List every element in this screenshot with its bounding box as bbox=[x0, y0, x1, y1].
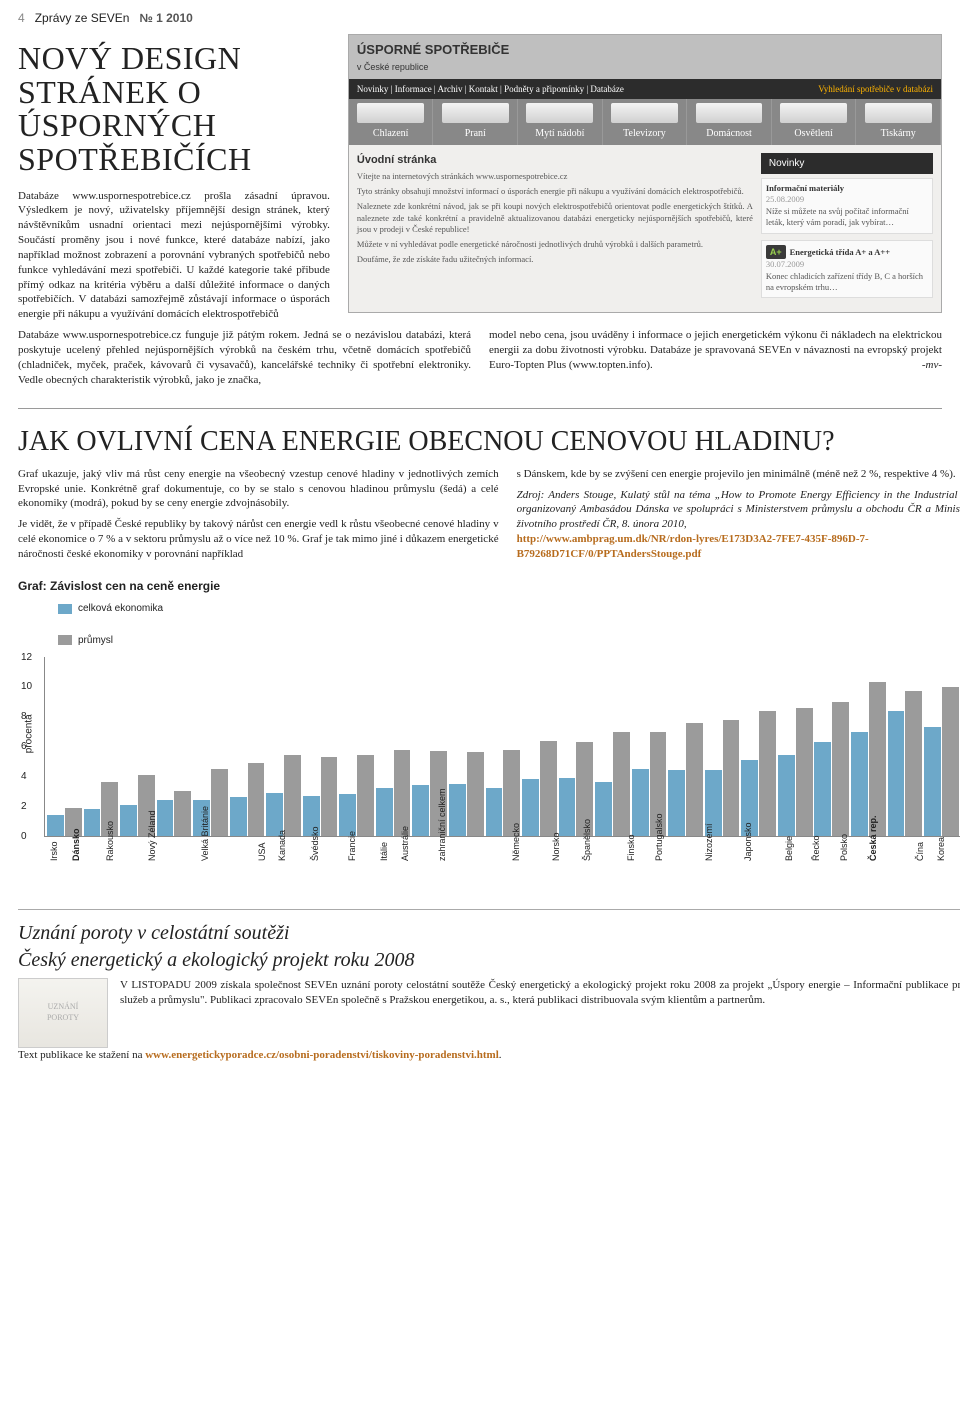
chart-bar-pair bbox=[522, 657, 557, 836]
chart-ytick: 4 bbox=[21, 770, 27, 784]
bar-chart: celková ekonomikaprůmysl procenta 024681… bbox=[18, 602, 960, 895]
chart-bar-pair bbox=[741, 657, 776, 836]
chart-legend: celková ekonomika průmysl bbox=[58, 602, 960, 647]
chart-bar-pair bbox=[851, 657, 886, 836]
chart-ytick: 12 bbox=[21, 650, 32, 664]
chart-bar-pair bbox=[595, 657, 630, 836]
chart-bar-industry bbox=[394, 750, 411, 837]
chart-bar-industry bbox=[796, 708, 813, 836]
chart-bar-pair bbox=[157, 657, 192, 836]
award-title: Uznání poroty v celostátní soutěži Český… bbox=[18, 920, 960, 974]
screenshot-page-title: Úvodní stránka bbox=[357, 153, 753, 168]
screenshot-tab: Chlazení bbox=[349, 99, 434, 145]
chart-xlabel: zahraniční celkem bbox=[432, 788, 490, 861]
chart-bar-pair bbox=[376, 657, 411, 836]
chart-bar-pair bbox=[303, 657, 338, 836]
chart-bar-industry bbox=[540, 741, 557, 836]
chart-bar-industry bbox=[357, 755, 374, 836]
article2-source: Zdroj: Anders Stouge, Kulatý stůl na tém… bbox=[517, 488, 960, 562]
legend-item: průmysl bbox=[58, 634, 960, 648]
page-number: 4 bbox=[18, 10, 25, 26]
chart-ytick: 6 bbox=[21, 740, 27, 754]
chart-bar-industry bbox=[869, 682, 886, 836]
award-image: UZNÁNÍPOROTY bbox=[18, 978, 108, 1048]
article1-sig: -mv- bbox=[922, 358, 942, 373]
screenshot-news-item: Informační materiály25.08.2009Níže si mů… bbox=[761, 178, 933, 234]
chart-bar-industry bbox=[942, 687, 959, 836]
screenshot-tab: Praní bbox=[433, 99, 518, 145]
screenshot-tab: Osvětlení bbox=[772, 99, 857, 145]
screenshot-text: Tyto stránky obsahují množství informací… bbox=[357, 186, 753, 197]
chart-bar-economy bbox=[924, 727, 941, 836]
award-body: V LISTOPADU 2009 získala společnost SEVE… bbox=[120, 978, 960, 1042]
screenshot-tab: Mytí nádobí bbox=[518, 99, 603, 145]
chart-bar-industry bbox=[832, 702, 849, 836]
chart-ytick: 10 bbox=[21, 680, 32, 694]
legend-item: celková ekonomika bbox=[58, 602, 960, 616]
chart-bar-economy bbox=[376, 788, 393, 836]
article2-title: JAK OVLIVNÍ CENA ENERGIE OBECNOU CENOVOU… bbox=[18, 427, 960, 457]
chart-bar-pair bbox=[84, 657, 119, 836]
article2-para: Graf ukazuje, jaký vliv má růst ceny ene… bbox=[18, 467, 499, 512]
screenshot-nav-search: Vyhledání spotřebiče v databázi bbox=[818, 83, 933, 95]
screenshot-text: Můžete v ní vyhledávat podle energetické… bbox=[357, 239, 753, 250]
chart-bar-pair bbox=[814, 657, 849, 836]
article2-source-text: Zdroj: Anders Stouge, Kulatý stůl na tém… bbox=[517, 489, 960, 531]
chart-xlabel: Velká Británie bbox=[195, 806, 253, 861]
article1-title: NOVÝ DESIGN STRÁNEK O ÚSPORNÝCH SPOTŘEBI… bbox=[18, 42, 330, 176]
article2-para: s Dánskem, kde by se zvýšení cen energie… bbox=[517, 467, 960, 482]
chart-bar-industry bbox=[905, 691, 922, 836]
chart-bar-pair bbox=[924, 657, 959, 836]
chart-bar-pair bbox=[559, 657, 594, 836]
screenshot-brand-title: ÚSPORNÉ SPOTŘEBIČE bbox=[357, 41, 509, 59]
screenshot-text: Naleznete zde konkrétní návod, jak se př… bbox=[357, 201, 753, 234]
screenshot-tab: Domácnost bbox=[687, 99, 772, 145]
chart-xlabel: Korea bbox=[931, 837, 960, 861]
chart-title: Graf: Závislost cen na ceně energie bbox=[18, 578, 960, 594]
article2-para: Je vidět, že v případě České republiky b… bbox=[18, 517, 499, 562]
screenshot-brand-sub: v České republice bbox=[357, 61, 509, 73]
screenshot-text: Vítejte na internetových stránkách www.u… bbox=[357, 171, 753, 182]
chart-bar-industry bbox=[723, 720, 740, 836]
chart-ytick: 8 bbox=[21, 710, 27, 724]
chart-bar-economy bbox=[47, 815, 64, 836]
running-header: 4 Zprávy ze SEVEn № 1 2010 bbox=[18, 10, 942, 26]
chart-bar-pair bbox=[120, 657, 155, 836]
issue-number: № 1 2010 bbox=[139, 10, 192, 26]
chart-xlabel: Nový Zéland bbox=[142, 810, 200, 861]
chart-ytick: 2 bbox=[21, 799, 27, 813]
award-link-intro: Text publikace ke stažení na bbox=[18, 1049, 145, 1061]
award-link-line: Text publikace ke stažení na www.energet… bbox=[18, 1048, 960, 1063]
chart-bar-pair bbox=[705, 657, 740, 836]
article1-para: Databáze www.uspornespotrebice.cz funguj… bbox=[18, 328, 471, 387]
chart-bar-pair bbox=[888, 657, 923, 836]
award-block: Uznání poroty v celostátní soutěži Český… bbox=[18, 909, 960, 1063]
publication-name: Zprávy ze SEVEn bbox=[35, 10, 130, 26]
chart-ytick: 0 bbox=[21, 829, 27, 843]
screenshot-news-label: Novinky bbox=[761, 153, 933, 175]
chart-bar-industry bbox=[284, 755, 301, 836]
chart-bar-pair bbox=[339, 657, 374, 836]
article1-para: Databáze www.uspornespotrebice.cz prošla… bbox=[18, 189, 330, 323]
article1-text: model nebo cena, jsou uváděny i informac… bbox=[489, 329, 942, 371]
chart-bar-pair bbox=[47, 657, 82, 836]
chart-bar-pair bbox=[668, 657, 703, 836]
screenshot-tab: Tiskárny bbox=[856, 99, 941, 145]
screenshot-tab: Televizory bbox=[603, 99, 688, 145]
chart-bar-pair bbox=[632, 657, 667, 836]
chart-bar-economy bbox=[814, 742, 831, 836]
chart-bar-pair bbox=[266, 657, 301, 836]
chart-bar-industry bbox=[321, 757, 338, 836]
screenshot-news-item: A+Energetická třída A+ a A++30.07.2009Ko… bbox=[761, 240, 933, 299]
website-screenshot: ÚSPORNÉ SPOTŘEBIČE v České republice Nov… bbox=[348, 34, 942, 313]
screenshot-text: Doufáme, že zde získáte řadu užitečných … bbox=[357, 254, 753, 265]
article1-para: model nebo cena, jsou uváděny i informac… bbox=[489, 328, 942, 373]
article2-source-link[interactable]: http://www.ambprag.um.dk/NR/rdon-lyres/E… bbox=[517, 533, 869, 560]
chart-bar-industry bbox=[759, 711, 776, 836]
screenshot-nav-items: Novinky | Informace | Archiv | Kontakt |… bbox=[357, 83, 624, 95]
award-link[interactable]: www.energetickyporadce.cz/osobni-poraden… bbox=[145, 1049, 499, 1061]
divider bbox=[18, 408, 942, 409]
chart-bar-pair bbox=[778, 657, 813, 836]
chart-bar-pair bbox=[486, 657, 521, 836]
